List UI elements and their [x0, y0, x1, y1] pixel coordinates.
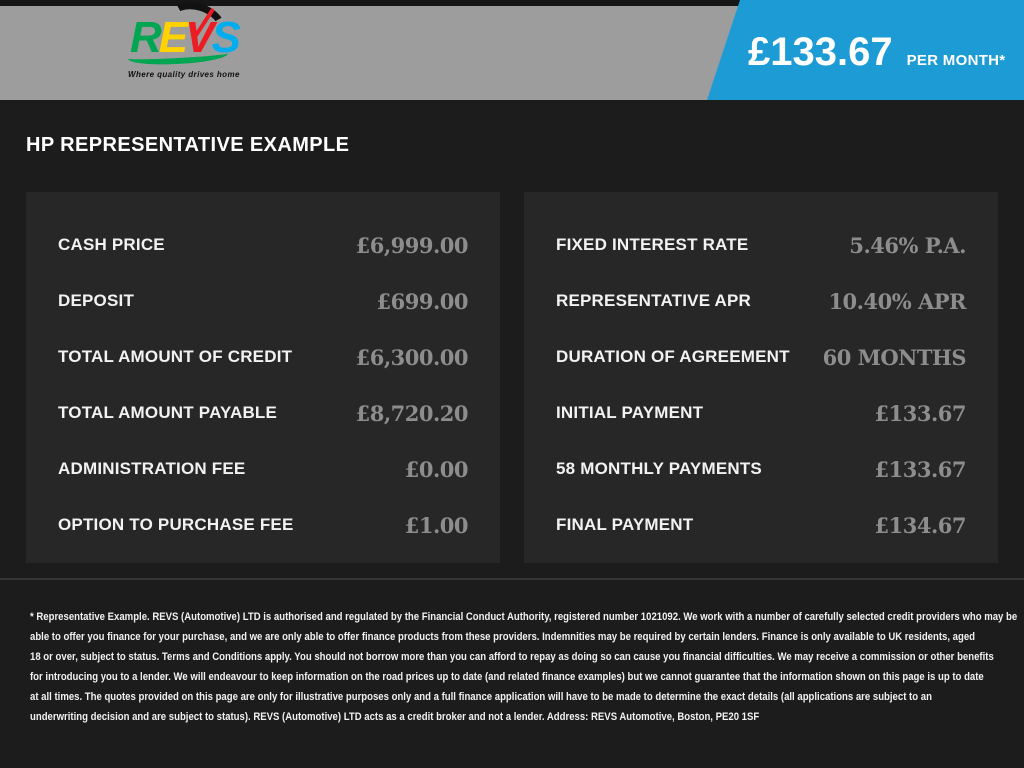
finance-label: TOTAL AMOUNT OF CREDIT	[58, 347, 293, 366]
finance-row-total-payable: TOTAL AMOUNT PAYABLE £8,720.20	[58, 385, 469, 441]
finance-label: 58 MONTHLY PAYMENTS	[556, 459, 762, 478]
revs-logo[interactable]: REVS Where quality drives home	[126, 0, 266, 86]
finance-row-initial-payment: INITIAL PAYMENT £133.67	[556, 385, 967, 441]
finance-panel-right: FIXED INTEREST RATE 5.46% P.A. REPRESENT…	[524, 192, 998, 563]
finance-value: £133.67	[874, 456, 967, 482]
finance-value: 60 MONTHS	[822, 344, 967, 370]
disclaimer-line: 18 or over, subject to status. Terms and…	[30, 651, 994, 663]
finance-row-option-to-purchase-fee: OPTION TO PURCHASE FEE £1.00	[58, 497, 469, 553]
finance-label: ADMINISTRATION FEE	[58, 459, 246, 478]
finance-row-duration: DURATION OF AGREEMENT 60 MONTHS	[556, 329, 967, 385]
finance-value: £6,999.00	[355, 232, 469, 258]
section-divider	[0, 578, 1024, 580]
finance-value: £699.00	[376, 288, 469, 314]
disclaimer-line: able to offer you finance for your purch…	[30, 631, 976, 643]
finance-label: TOTAL AMOUNT PAYABLE	[58, 403, 278, 422]
finance-value: £6,300.00	[355, 344, 469, 370]
header: REVS Where quality drives home £133.67 P…	[0, 0, 1024, 100]
disclaimer-line: at all times. The quotes provided on thi…	[30, 691, 932, 703]
finance-value: 5.46% P.A.	[849, 232, 966, 258]
logo-letter: E	[158, 13, 188, 62]
finance-value: £134.67	[874, 512, 967, 538]
price-banner: £133.67 PER MONTH*	[707, 0, 1024, 100]
disclaimer-line: * Representative Example. REVS (Automoti…	[30, 611, 1018, 623]
finance-value: 10.40% APR	[828, 288, 966, 314]
finance-row-admin-fee: ADMINISTRATION FEE £0.00	[58, 441, 469, 497]
finance-panel-left: CASH PRICE £6,999.00 DEPOSIT £699.00 TOT…	[26, 192, 500, 563]
finance-label: REPRESENTATIVE APR	[556, 291, 752, 310]
finance-label: OPTION TO PURCHASE FEE	[58, 515, 294, 534]
finance-label: DURATION OF AGREEMENT	[556, 347, 790, 366]
disclaimer-line: underwriting decision and are subject to…	[30, 711, 760, 723]
monthly-price: £133.67	[748, 30, 893, 74]
finance-value: £0.00	[404, 456, 469, 482]
finance-row-representative-apr: REPRESENTATIVE APR 10.40% APR	[556, 273, 966, 329]
finance-value: £8,720.20	[355, 400, 469, 426]
finance-row-monthly-payments: 58 MONTHLY PAYMENTS £133.67	[556, 441, 967, 497]
logo-tagline: Where quality drives home	[128, 70, 240, 79]
disclaimer-line: for introducing you to a lender. We will…	[30, 671, 984, 683]
logo-letter: R	[130, 13, 162, 62]
finance-label: DEPOSIT	[58, 291, 135, 310]
finance-row-fixed-interest-rate: FIXED INTEREST RATE 5.46% P.A.	[556, 217, 966, 273]
logo-wordmark: REVS	[130, 13, 241, 62]
top-strip	[0, 0, 1024, 6]
finance-label: FIXED INTEREST RATE	[556, 235, 749, 254]
finance-label: FINAL PAYMENT	[556, 515, 694, 534]
finance-value: £1.00	[404, 512, 469, 538]
disclaimer: * Representative Example. REVS (Automoti…	[30, 607, 1018, 727]
finance-row-deposit: DEPOSIT £699.00	[58, 273, 469, 329]
logo-letter: S	[211, 13, 241, 62]
finance-label: CASH PRICE	[58, 235, 165, 254]
finance-row-final-payment: FINAL PAYMENT £134.67	[556, 497, 967, 553]
logo-letter: V	[185, 13, 214, 62]
monthly-price-suffix: PER MONTH*	[906, 52, 1006, 69]
finance-label: INITIAL PAYMENT	[556, 403, 704, 422]
page-title: HP REPRESENTATIVE EXAMPLE	[26, 134, 350, 156]
finance-row-total-credit: TOTAL AMOUNT OF CREDIT £6,300.00	[58, 329, 469, 385]
finance-value: £133.67	[874, 400, 967, 426]
finance-row-cash-price: CASH PRICE £6,999.00	[58, 217, 469, 273]
